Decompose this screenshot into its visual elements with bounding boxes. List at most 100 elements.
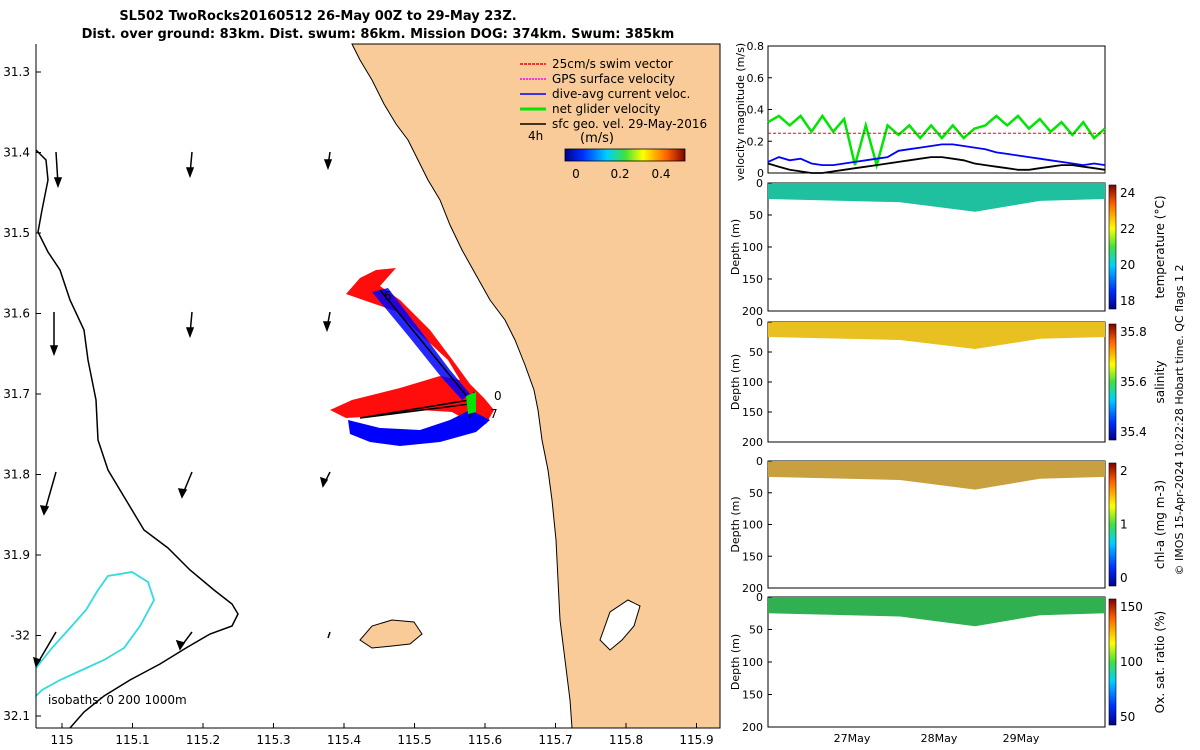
map-x-tick-label: 115.2 (186, 733, 220, 747)
map-y-tick-label: 31.4 (3, 146, 30, 160)
map-y-tick-label: 31.6 (3, 307, 30, 321)
velocity-y-tick-label: 0.4 (747, 104, 765, 117)
glider-track: 6 0 7 (330, 268, 502, 446)
section-colorbar-label: salinity (1153, 360, 1167, 403)
colorbar-tick-1: 0.2 (610, 167, 629, 181)
section-colorbar-tick: 100 (1120, 655, 1143, 669)
map-isobath-200 (35, 571, 155, 697)
section-y-tick-label: 50 (749, 346, 763, 359)
section-ylabel: Depth (m) (729, 496, 742, 552)
map-x-tick-label: 115.3 (256, 733, 290, 747)
section-colorbar-tick: 50 (1120, 710, 1135, 724)
map-y-tick-label: 31.8 (3, 468, 30, 482)
date-tick-27may: 27May (834, 732, 871, 745)
section-colorbar-tick: 2 (1120, 464, 1128, 478)
map-land (351, 43, 721, 729)
section-ylabel: Depth (m) (729, 634, 742, 690)
section-colorbar-tick: 35.6 (1120, 375, 1147, 389)
section-y-tick-label: 200 (742, 582, 763, 595)
section-colorbar-label: temperature (°C) (1153, 196, 1167, 299)
section-colorbar (1108, 184, 1117, 310)
section-colorbar-tick: 20 (1120, 258, 1135, 272)
footer-credit: © IMOS 15-Apr-2024 10:22:28 Hobart time.… (1173, 265, 1186, 576)
section-y-tick-label: 100 (742, 519, 763, 532)
velocity-y-ticks: 0 0.2 0.4 0.6 0.8 (747, 40, 772, 180)
section-y-tick-label: 100 (742, 376, 763, 389)
section-y-tick-label: 0 (756, 455, 763, 468)
section-colorbar (1108, 462, 1117, 587)
legend-label-net: net glider velocity (552, 102, 660, 116)
title-line-2: Dist. over ground: 83km. Dist. swum: 86k… (82, 27, 675, 42)
section-y-tick-label: 200 (742, 305, 763, 318)
map-x-tick-label: 115 (51, 733, 74, 747)
velocity-series-line (767, 143, 1106, 167)
section-y-tick-label: 100 (742, 656, 763, 669)
legend-time-label: 4h (528, 129, 543, 143)
section-y-tick-label: 0 (756, 177, 763, 190)
section-colorbar-label: Ox. sat. ratio (%) (1153, 611, 1167, 713)
map-y-tick-label: 31.3 (3, 65, 30, 79)
velocity-y-tick-label: 0.2 (747, 135, 765, 148)
velocity-y-tick-label: 0 (757, 167, 764, 180)
section-colorbar-tick: 18 (1120, 294, 1135, 308)
map-x-tick-label: 115.5 (397, 733, 431, 747)
legend-label-geo: sfc geo. vel. 29-May-2016 (552, 117, 707, 131)
track-label-7: 7 (490, 407, 498, 421)
dive-avg-vectors-upper (372, 288, 470, 400)
section-ylabel: Depth (m) (729, 219, 742, 275)
velocity-panel: 0 0.2 0.4 0.6 0.8 velocity magnitude (m/s) (734, 40, 1106, 181)
map-x-tick-label: 115.9 (679, 733, 713, 747)
section-colorbar (1108, 323, 1117, 441)
map-x-tick-label: 115.4 (327, 733, 361, 747)
title-line-1: SL502 TwoRocks20160512 26-May 00Z to 29-… (119, 9, 516, 24)
isobaths-label: isobaths: 0 200 1000m (48, 693, 187, 707)
section-y-tick-label: 50 (749, 624, 763, 637)
section-colorbar-label: chl-a (mg m-3) (1153, 480, 1167, 569)
velocity-series-line (767, 113, 1106, 170)
map-y-tick-label: 31.9 (3, 548, 30, 562)
legend-label-gps: GPS surface velocity (552, 72, 675, 86)
date-axis: 27May 28May 29May (834, 732, 1040, 745)
colorbar-unit: (m/s) (580, 131, 614, 146)
section-y-tick-label: 200 (742, 721, 763, 734)
section-data-band (768, 461, 1105, 490)
section-panel-temperature: 0 50 100 150 200 Depth (m) 18 20 22 24 temperature… (729, 177, 1167, 318)
velocity-plot-area (767, 45, 1106, 174)
velocity-series-line (767, 156, 1106, 174)
map-y-tick-label: -32 (10, 629, 30, 643)
map-y-tick-label: 31.7 (3, 387, 30, 401)
section-colorbar-tick: 24 (1120, 186, 1135, 200)
section-panel-oxygen: 0 50 100 150 200 Depth (m) 50 100 150 Ox. sat. ra… (729, 591, 1167, 734)
velocity-y-tick-label: 0.8 (747, 40, 765, 53)
net-velocity (466, 392, 476, 414)
map-y-tick-label: 32.1 (3, 709, 30, 723)
section-y-tick-label: 0 (756, 591, 763, 604)
map-isobath-0 (35, 149, 239, 729)
legend-label-swim: 25cm/s swim vector (552, 57, 673, 71)
colorbar-tick-0: 0 (572, 167, 580, 181)
section-colorbar (1108, 598, 1117, 726)
section-y-tick-label: 150 (742, 550, 763, 563)
section-y-tick-label: 150 (742, 406, 763, 419)
section-ylabel: Depth (m) (729, 354, 742, 410)
date-tick-28may: 28May (921, 732, 958, 745)
track-label-0: 0 (494, 389, 502, 403)
section-y-tick-label: 150 (742, 273, 763, 286)
section-colorbar-tick: 35.8 (1120, 325, 1147, 339)
section-colorbar-tick: 150 (1120, 600, 1143, 614)
velocity-ylabel: velocity magnitude (m/s) (734, 43, 747, 181)
section-data-band (768, 322, 1105, 349)
map-legend: 25cm/s swim vector GPS surface velocity … (520, 57, 707, 181)
map-y-ticks: 31.3 31.4 31.5 31.6 31.7 31.8 31.9 -32 32.1 (3, 65, 41, 723)
section-y-tick-label: 100 (742, 241, 763, 254)
track-label-6: 6 (384, 289, 392, 303)
section-colorbar-tick: 22 (1120, 222, 1135, 236)
legend-label-dive: dive-avg current veloc. (552, 87, 690, 101)
section-colorbar-tick: 1 (1120, 518, 1128, 532)
section-colorbar-tick: 0 (1120, 571, 1128, 585)
date-tick-29may: 29May (1003, 732, 1040, 745)
map-x-tick-label: 115.1 (115, 733, 149, 747)
section-y-tick-label: 150 (742, 689, 763, 702)
